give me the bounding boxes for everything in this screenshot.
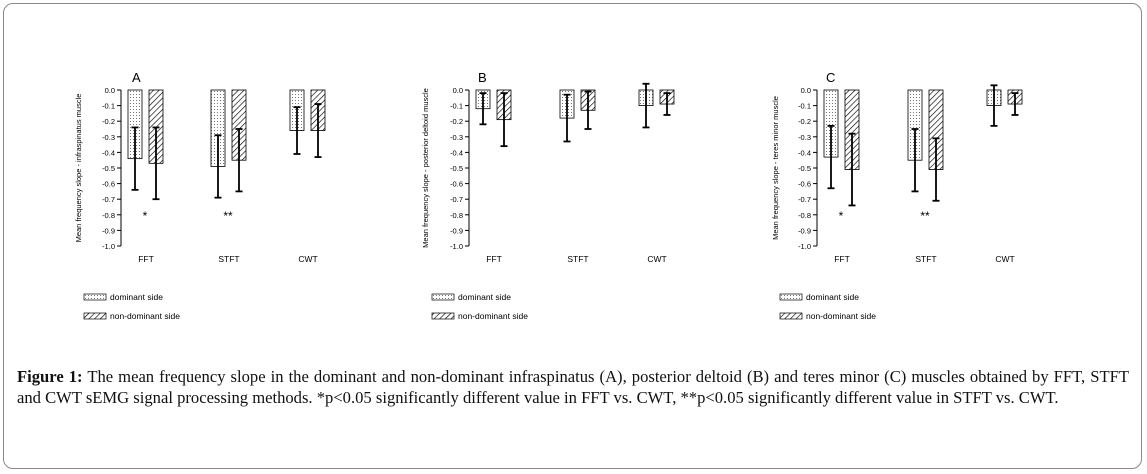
y-tick-label: -0.9 bbox=[450, 226, 463, 235]
y-axis-title: Mean frequency slope - infraspinatus mus… bbox=[74, 94, 83, 243]
y-tick-label: -0.8 bbox=[450, 211, 463, 220]
legend-swatch bbox=[779, 312, 803, 320]
y-axis-title: Mean frequency slope - teres minor muscl… bbox=[771, 96, 780, 240]
panel-label: C bbox=[826, 70, 835, 85]
x-tick-label: FFT bbox=[834, 254, 850, 264]
legend-label: dominant side bbox=[458, 292, 511, 302]
legend-label: dominant side bbox=[110, 292, 163, 302]
y-tick-label: -0.2 bbox=[450, 117, 463, 126]
y-tick-label: -0.3 bbox=[450, 133, 463, 142]
legend-label: dominant side bbox=[806, 292, 859, 302]
legend-swatch bbox=[779, 293, 803, 301]
y-tick-label: -0.6 bbox=[102, 180, 115, 189]
panel-label: A bbox=[132, 70, 141, 85]
x-tick-label: CWT bbox=[995, 254, 1014, 264]
y-tick-label: -0.1 bbox=[450, 102, 463, 111]
x-tick-label: FFT bbox=[138, 254, 154, 264]
y-tick-label: -0.7 bbox=[798, 195, 811, 204]
legend-swatch bbox=[431, 312, 455, 320]
y-tick-label: -1.0 bbox=[102, 242, 115, 251]
y-tick-label: -0.8 bbox=[102, 211, 115, 220]
chart-panel-b: B 0.0 -0.1 -0.2 -0.3 -0.4 -0.5 -0.6 -0.7 -0.8 -0.9… bbox=[421, 70, 675, 321]
y-tick-label: -0.3 bbox=[798, 133, 811, 142]
y-tick-label: -0.4 bbox=[450, 148, 463, 157]
x-tick-label: CWT bbox=[298, 254, 317, 264]
x-tick-label: CWT bbox=[647, 254, 666, 264]
legend-swatch bbox=[83, 293, 107, 301]
x-tick-label: STFT bbox=[218, 254, 239, 264]
caption-label: Figure 1: bbox=[17, 367, 83, 386]
legend-swatch bbox=[431, 293, 455, 301]
chart-panel-c: C 0.0 -0.1 -0.2 -0.3 -0.4 -0.5 -0.6 -0.7 -0.8 -0.9… bbox=[771, 70, 1023, 321]
significance-annotation: ** bbox=[223, 209, 233, 223]
y-axis-title: Mean frequency slope - posterior deltoid… bbox=[421, 88, 430, 248]
y-tick-label: -0.4 bbox=[102, 148, 115, 157]
y-tick-label: -0.7 bbox=[102, 195, 115, 204]
figure-caption: Figure 1: The mean frequency slope in th… bbox=[17, 366, 1129, 408]
y-tick-label: -0.5 bbox=[798, 164, 811, 173]
y-tick-label: -1.0 bbox=[450, 242, 463, 251]
x-tick-label: STFT bbox=[915, 254, 936, 264]
y-tick-label: -0.1 bbox=[102, 102, 115, 111]
y-tick-label: -0.9 bbox=[102, 226, 115, 235]
significance-annotation: * bbox=[143, 209, 148, 223]
panel-label: B bbox=[478, 70, 487, 85]
y-tick-label: -0.9 bbox=[798, 226, 811, 235]
y-tick-label: -1.0 bbox=[798, 242, 811, 251]
chart-panel-a: A 0.0 -0.1 -0.2 -0.3 -0.4 -0.5 -0.6 -0.7 -0.8 -0.9… bbox=[74, 70, 326, 321]
y-tick-label: -0.8 bbox=[798, 211, 811, 220]
y-tick-label: -0.2 bbox=[102, 117, 115, 126]
x-tick-label: STFT bbox=[567, 254, 588, 264]
y-tick-label: -0.7 bbox=[450, 195, 463, 204]
y-tick-label: -0.2 bbox=[798, 117, 811, 126]
y-tick-label: -0.4 bbox=[798, 148, 811, 157]
y-tick-label: -0.3 bbox=[102, 133, 115, 142]
y-tick-label: 0.0 bbox=[105, 86, 115, 95]
y-tick-label: 0.0 bbox=[801, 86, 811, 95]
y-tick-label: -0.6 bbox=[798, 180, 811, 189]
significance-annotation: * bbox=[839, 209, 844, 223]
caption-text: The mean frequency slope in the dominant… bbox=[17, 367, 1129, 407]
legend-label: non-dominant side bbox=[806, 311, 876, 321]
y-tick-label: 0.0 bbox=[453, 86, 463, 95]
x-tick-label: FFT bbox=[486, 254, 502, 264]
y-tick-label: -0.5 bbox=[102, 164, 115, 173]
legend-swatch bbox=[83, 312, 107, 320]
legend-label: non-dominant side bbox=[458, 311, 528, 321]
y-tick-label: -0.5 bbox=[450, 164, 463, 173]
figure-frame bbox=[3, 3, 1142, 469]
legend-label: non-dominant side bbox=[110, 311, 180, 321]
significance-annotation: ** bbox=[920, 209, 930, 223]
y-tick-label: -0.1 bbox=[798, 102, 811, 111]
y-tick-label: -0.6 bbox=[450, 180, 463, 189]
